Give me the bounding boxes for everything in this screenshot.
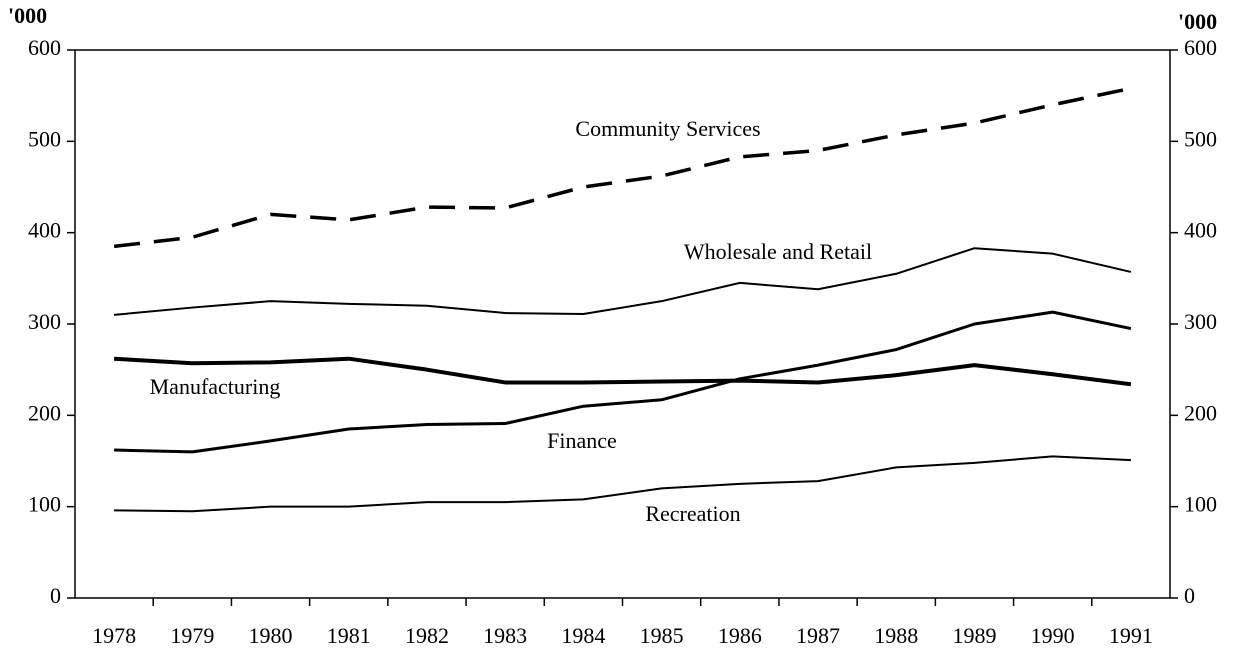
series-label: Community Services bbox=[575, 116, 760, 141]
y2-tick-label: 400 bbox=[1184, 218, 1217, 243]
y2-tick-label: 600 bbox=[1184, 35, 1217, 60]
y2-axis-unit: '000 bbox=[1178, 9, 1217, 34]
y2-tick-label: 500 bbox=[1184, 126, 1217, 151]
series-line bbox=[114, 247, 1132, 316]
x-tick-label: 1989 bbox=[952, 623, 996, 648]
series-label: Wholesale and Retail bbox=[684, 239, 872, 264]
series-line bbox=[114, 455, 1131, 513]
x-tick-label: 1987 bbox=[796, 623, 840, 648]
series-label: Recreation bbox=[645, 501, 740, 526]
y-tick-label: 0 bbox=[50, 583, 61, 608]
y-tick-label: 600 bbox=[28, 35, 61, 60]
y-tick-label: 500 bbox=[28, 126, 61, 151]
y-tick-label: 200 bbox=[28, 400, 61, 425]
x-tick-label: 1990 bbox=[1031, 623, 1075, 648]
x-tick-label: 1978 bbox=[92, 623, 136, 648]
x-tick-label: 1985 bbox=[640, 623, 684, 648]
y-axis-unit: '000 bbox=[8, 3, 47, 28]
series-line bbox=[113, 86, 1132, 249]
series-label: Finance bbox=[547, 428, 617, 453]
y2-tick-label: 0 bbox=[1184, 583, 1195, 608]
y-tick-label: 100 bbox=[28, 492, 61, 517]
series-line bbox=[113, 356, 1132, 387]
y2-tick-label: 100 bbox=[1184, 492, 1217, 517]
y2-tick-label: 300 bbox=[1184, 309, 1217, 334]
series-line bbox=[114, 310, 1132, 454]
x-tick-label: 1980 bbox=[249, 623, 293, 648]
x-tick-label: 1983 bbox=[483, 623, 527, 648]
x-tick-label: 1991 bbox=[1109, 623, 1153, 648]
x-tick-label: 1984 bbox=[561, 623, 605, 648]
y2-tick-label: 200 bbox=[1184, 400, 1217, 425]
x-tick-label: 1986 bbox=[718, 623, 762, 648]
x-tick-label: 1979 bbox=[170, 623, 214, 648]
x-tick-label: 1988 bbox=[874, 623, 918, 648]
x-tick-label: 1981 bbox=[327, 623, 371, 648]
x-tick-label: 1982 bbox=[405, 623, 449, 648]
y-tick-label: 300 bbox=[28, 309, 61, 334]
y-tick-label: 400 bbox=[28, 218, 61, 243]
series-label: Manufacturing bbox=[150, 374, 281, 399]
